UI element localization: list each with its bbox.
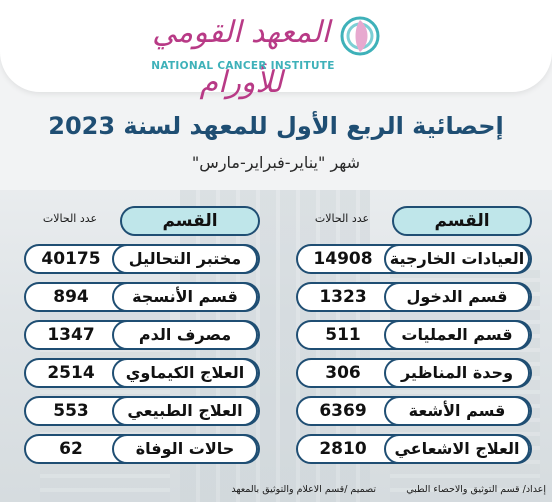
- table-row: مصرف الدم 1347: [24, 320, 260, 350]
- table-row: قسم الأنسجة 894: [24, 282, 260, 312]
- column-header: القسم عدد الحالات: [296, 206, 532, 236]
- case-count: 6369: [319, 401, 367, 421]
- case-count: 306: [325, 363, 361, 383]
- department-name: قسم العمليات: [384, 320, 530, 350]
- case-count: 1323: [319, 287, 367, 307]
- footer-prepared-by: إعداد/ قسم التوثيق والاحصاء الطبي: [406, 484, 546, 495]
- case-count: 40175: [41, 249, 101, 269]
- logo-arabic-text: المعهد القومي للأورام: [152, 15, 330, 100]
- department-name: العلاج الطبيعي: [112, 396, 258, 426]
- footer-designed-by: تصميم /قسم الاعلام والتوثيق بالمعهد: [231, 484, 376, 495]
- page-subtitle: شهر "يناير-فبراير-مارس": [191, 153, 361, 172]
- page-title: إحصائية الربع الأول للمعهد لسنة 2023: [48, 112, 504, 140]
- department-name: قسم الدخول: [384, 282, 530, 312]
- table-row: قسم الدخول 1323: [296, 282, 532, 312]
- department-name: وحدة المناظير: [384, 358, 530, 388]
- stats-column-left: القسم عدد الحالات مختبر التحاليل 40175 قس…: [24, 206, 260, 464]
- table-row: وحدة المناظير 306: [296, 358, 532, 388]
- case-count: 553: [53, 401, 89, 421]
- case-count: 1347: [47, 325, 95, 345]
- table-row: العلاج الطبيعي 553: [24, 396, 260, 426]
- section-header-label: القسم: [392, 206, 532, 236]
- case-count: 511: [325, 325, 361, 345]
- table-row: العلاج الكيماوي 2514: [24, 358, 260, 388]
- case-count: 894: [53, 287, 89, 307]
- column-header: القسم عدد الحالات: [24, 206, 260, 236]
- table-row: العلاج الاشعاعي 2810: [296, 434, 532, 464]
- case-count: 14908: [313, 249, 373, 269]
- department-name: حالات الوفاة: [112, 434, 258, 464]
- department-name: مختبر التحاليل: [112, 244, 258, 274]
- logo-english-text: NATIONAL CANCER INSTITUTE: [151, 60, 335, 72]
- count-header-label: عدد الحالات: [42, 212, 98, 225]
- department-name: قسم الأنسجة: [112, 282, 258, 312]
- table-row: حالات الوفاة 62: [24, 434, 260, 464]
- department-name: العلاج الاشعاعي: [384, 434, 530, 464]
- table-row: مختبر التحاليل 40175: [24, 244, 260, 274]
- section-header-label: القسم: [120, 206, 260, 236]
- table-row: قسم الأشعة 6369: [296, 396, 532, 426]
- case-count: 2810: [319, 439, 367, 459]
- count-header-label: عدد الحالات: [314, 212, 370, 225]
- department-name: قسم الأشعة: [384, 396, 530, 426]
- case-count: 62: [59, 439, 83, 459]
- institute-logo-icon: [340, 16, 380, 56]
- department-name: العلاج الكيماوي: [112, 358, 258, 388]
- table-row: العيادات الخارجية 14908: [296, 244, 532, 274]
- stats-column-right: القسم عدد الحالات العيادات الخارجية 14908…: [296, 206, 532, 464]
- header-banner: المعهد القومي للأورام NATIONAL CANCER IN…: [0, 0, 552, 100]
- department-name: العيادات الخارجية: [384, 244, 530, 274]
- case-count: 2514: [47, 363, 95, 383]
- table-row: قسم العمليات 511: [296, 320, 532, 350]
- department-name: مصرف الدم: [112, 320, 258, 350]
